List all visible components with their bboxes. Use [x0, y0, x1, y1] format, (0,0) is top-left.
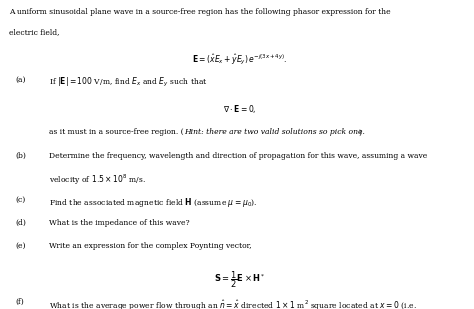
- Text: $\nabla \cdot \mathbf{E} = 0,$: $\nabla \cdot \mathbf{E} = 0,$: [223, 103, 256, 115]
- Text: Determine the frequency, wavelength and direction of propagation for this wave, : Determine the frequency, wavelength and …: [48, 152, 427, 160]
- Text: $\mathbf{S} = \dfrac{1}{2}\mathbf{E} \times \mathbf{H}^*$: $\mathbf{S} = \dfrac{1}{2}\mathbf{E} \ti…: [213, 269, 265, 290]
- Text: A uniform sinusoidal plane wave in a source-free region has the following phasor: A uniform sinusoidal plane wave in a sou…: [9, 8, 391, 16]
- Text: If $|\mathbf{E}| = 100$ V/m, find $E_x$ and $E_y$ such that: If $|\mathbf{E}| = 100$ V/m, find $E_x$ …: [48, 76, 207, 89]
- Text: electric field,: electric field,: [9, 28, 60, 36]
- Text: What is the average power flow through an $\hat{n} = \hat{x}$ directed $1 \times: What is the average power flow through a…: [48, 298, 417, 309]
- Text: (c): (c): [15, 196, 25, 204]
- Text: What is the impedance of this wave?: What is the impedance of this wave?: [48, 219, 189, 227]
- Text: velocity of $1.5 \times 10^8$ m/s.: velocity of $1.5 \times 10^8$ m/s.: [48, 172, 146, 187]
- Text: (b): (b): [15, 152, 26, 160]
- Text: ): ): [359, 129, 362, 136]
- Text: as it must in a source-free region. (: as it must in a source-free region. (: [48, 129, 183, 136]
- Text: Find the associated magnetic field $\mathbf{H}$ (assume $\mu = \mu_0$).: Find the associated magnetic field $\mat…: [48, 196, 257, 209]
- Text: Write an expression for the complex Poynting vector,: Write an expression for the complex Poyn…: [48, 242, 251, 250]
- Text: Hint: there are two valid solutions so pick one.: Hint: there are two valid solutions so p…: [184, 129, 365, 136]
- Text: $\mathbf{E} = (\hat{x}E_x + \hat{y}E_y)\,e^{-j(3x+4y)}$.: $\mathbf{E} = (\hat{x}E_x + \hat{y}E_y)\…: [191, 53, 287, 67]
- Text: (a): (a): [15, 76, 26, 84]
- Text: (f): (f): [15, 298, 24, 306]
- Text: (d): (d): [15, 219, 26, 227]
- Text: (e): (e): [15, 242, 26, 250]
